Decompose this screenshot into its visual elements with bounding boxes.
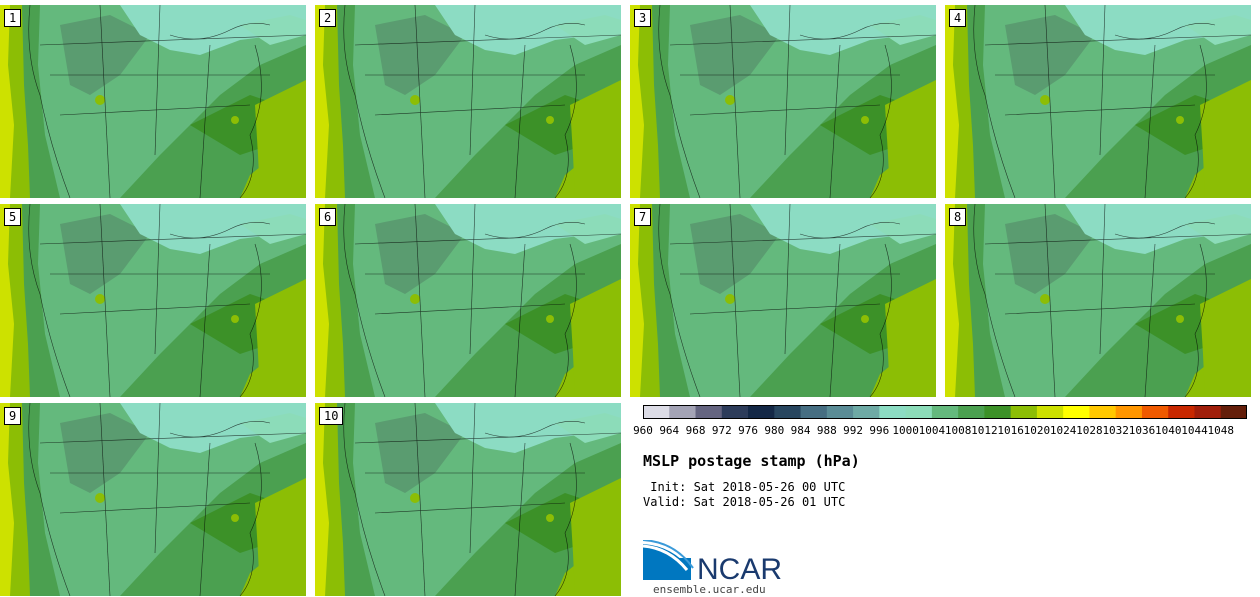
pressure-colorbar xyxy=(643,405,1247,419)
init-time: Init: Sat 2018-05-26 00 UTC xyxy=(643,480,846,494)
colorbar-tick-label: 988 xyxy=(816,424,837,437)
colorbar-swatch xyxy=(643,405,670,419)
colorbar-swatch xyxy=(1063,405,1090,419)
ncar-logo: NCAR xyxy=(643,540,782,584)
colorbar-tick-label: 1044 xyxy=(1181,424,1208,437)
colorbar-swatch xyxy=(958,405,985,419)
colorbar-tick-label: 1036 xyxy=(1128,424,1156,437)
colorbar-swatch xyxy=(695,405,723,419)
colorbar-tick-label: 972 xyxy=(711,424,732,437)
ensemble-panel: 9 xyxy=(0,403,306,596)
member-number: 1 xyxy=(4,9,22,27)
colorbar-tick-label: 1000 xyxy=(892,424,919,437)
colorbar-swatch xyxy=(1220,405,1247,419)
colorbar-swatch xyxy=(1194,405,1222,419)
colorbar-swatch xyxy=(774,405,802,419)
valid-time: Valid: Sat 2018-05-26 01 UTC xyxy=(643,495,846,509)
pressure-map xyxy=(0,204,306,397)
colorbar-tick-label: 1024 xyxy=(1049,424,1077,437)
colorbar-tick-label: 980 xyxy=(764,424,785,437)
colorbar-tick-label: 1008 xyxy=(944,424,972,437)
ensemble-panel: 2 xyxy=(315,5,621,198)
colorbar-swatch xyxy=(1036,405,1064,419)
pressure-map xyxy=(0,5,306,198)
colorbar-tick-label: 1040 xyxy=(1154,424,1182,437)
member-number: 10 xyxy=(319,407,344,425)
member-number: 3 xyxy=(634,9,652,27)
ensemble-panel: 8 xyxy=(945,204,1251,397)
ensemble-panel: 7 xyxy=(630,204,936,397)
colorbar-tick-label: 1020 xyxy=(1023,424,1051,437)
colorbar-swatch xyxy=(800,405,828,419)
pressure-map xyxy=(630,204,936,397)
pressure-map xyxy=(0,403,306,596)
colorbar-tick-label: 984 xyxy=(790,424,811,437)
colorbar-swatch xyxy=(853,405,880,419)
colorbar-swatch xyxy=(826,405,854,419)
pressure-map xyxy=(315,204,621,397)
colorbar-swatch xyxy=(1089,405,1117,419)
colorbar-tick-label: 968 xyxy=(685,424,706,437)
ensemble-panel: 6 xyxy=(315,204,621,397)
colorbar-swatch xyxy=(931,405,959,419)
chart-title: MSLP postage stamp (hPa) xyxy=(643,452,860,470)
site-url: ensemble.ucar.edu xyxy=(653,583,766,596)
colorbar-tick-label: 1016 xyxy=(997,424,1024,437)
colorbar-swatch xyxy=(905,405,933,419)
pressure-map xyxy=(945,204,1251,397)
ensemble-panel: 4 xyxy=(945,5,1251,198)
colorbar-tick-label: 992 xyxy=(843,424,864,437)
member-number: 7 xyxy=(634,208,652,226)
ensemble-panel: 3 xyxy=(630,5,936,198)
member-number: 8 xyxy=(949,208,967,226)
pressure-map xyxy=(315,5,621,198)
member-number: 6 xyxy=(319,208,337,226)
member-number: 4 xyxy=(949,9,967,27)
logo-text: NCAR xyxy=(697,553,782,584)
colorbar-swatch xyxy=(1168,405,1195,419)
colorbar-tick-label: 1004 xyxy=(918,424,946,437)
member-number: 2 xyxy=(319,9,337,27)
colorbar-tick-label: 996 xyxy=(869,424,890,437)
colorbar-tick-label: 960 xyxy=(633,424,653,437)
colorbar-tick-label: 1032 xyxy=(1102,424,1129,437)
colorbar-swatch xyxy=(879,405,907,419)
pressure-map xyxy=(315,403,621,596)
colorbar-tick-label: 1048 xyxy=(1207,424,1234,437)
colorbar-swatch xyxy=(669,405,697,419)
colorbar-tick-label: 976 xyxy=(738,424,758,437)
colorbar-tick-label: 964 xyxy=(659,424,680,437)
pressure-map xyxy=(945,5,1251,198)
colorbar-swatch xyxy=(1141,405,1169,419)
member-number: 5 xyxy=(4,208,22,226)
colorbar-swatch xyxy=(721,405,749,419)
colorbar-swatch xyxy=(1115,405,1143,419)
ensemble-panel: 5 xyxy=(0,204,306,397)
ensemble-panel: 10 xyxy=(315,403,621,596)
member-number: 9 xyxy=(4,407,22,425)
colorbar-swatch xyxy=(1010,405,1038,419)
pressure-map xyxy=(630,5,936,198)
colorbar-swatch xyxy=(748,405,775,419)
colorbar-swatch xyxy=(984,405,1012,419)
ensemble-panel: 1 xyxy=(0,5,306,198)
colorbar-tick-label: 1028 xyxy=(1076,424,1103,437)
colorbar-tick-label: 1012 xyxy=(971,424,998,437)
